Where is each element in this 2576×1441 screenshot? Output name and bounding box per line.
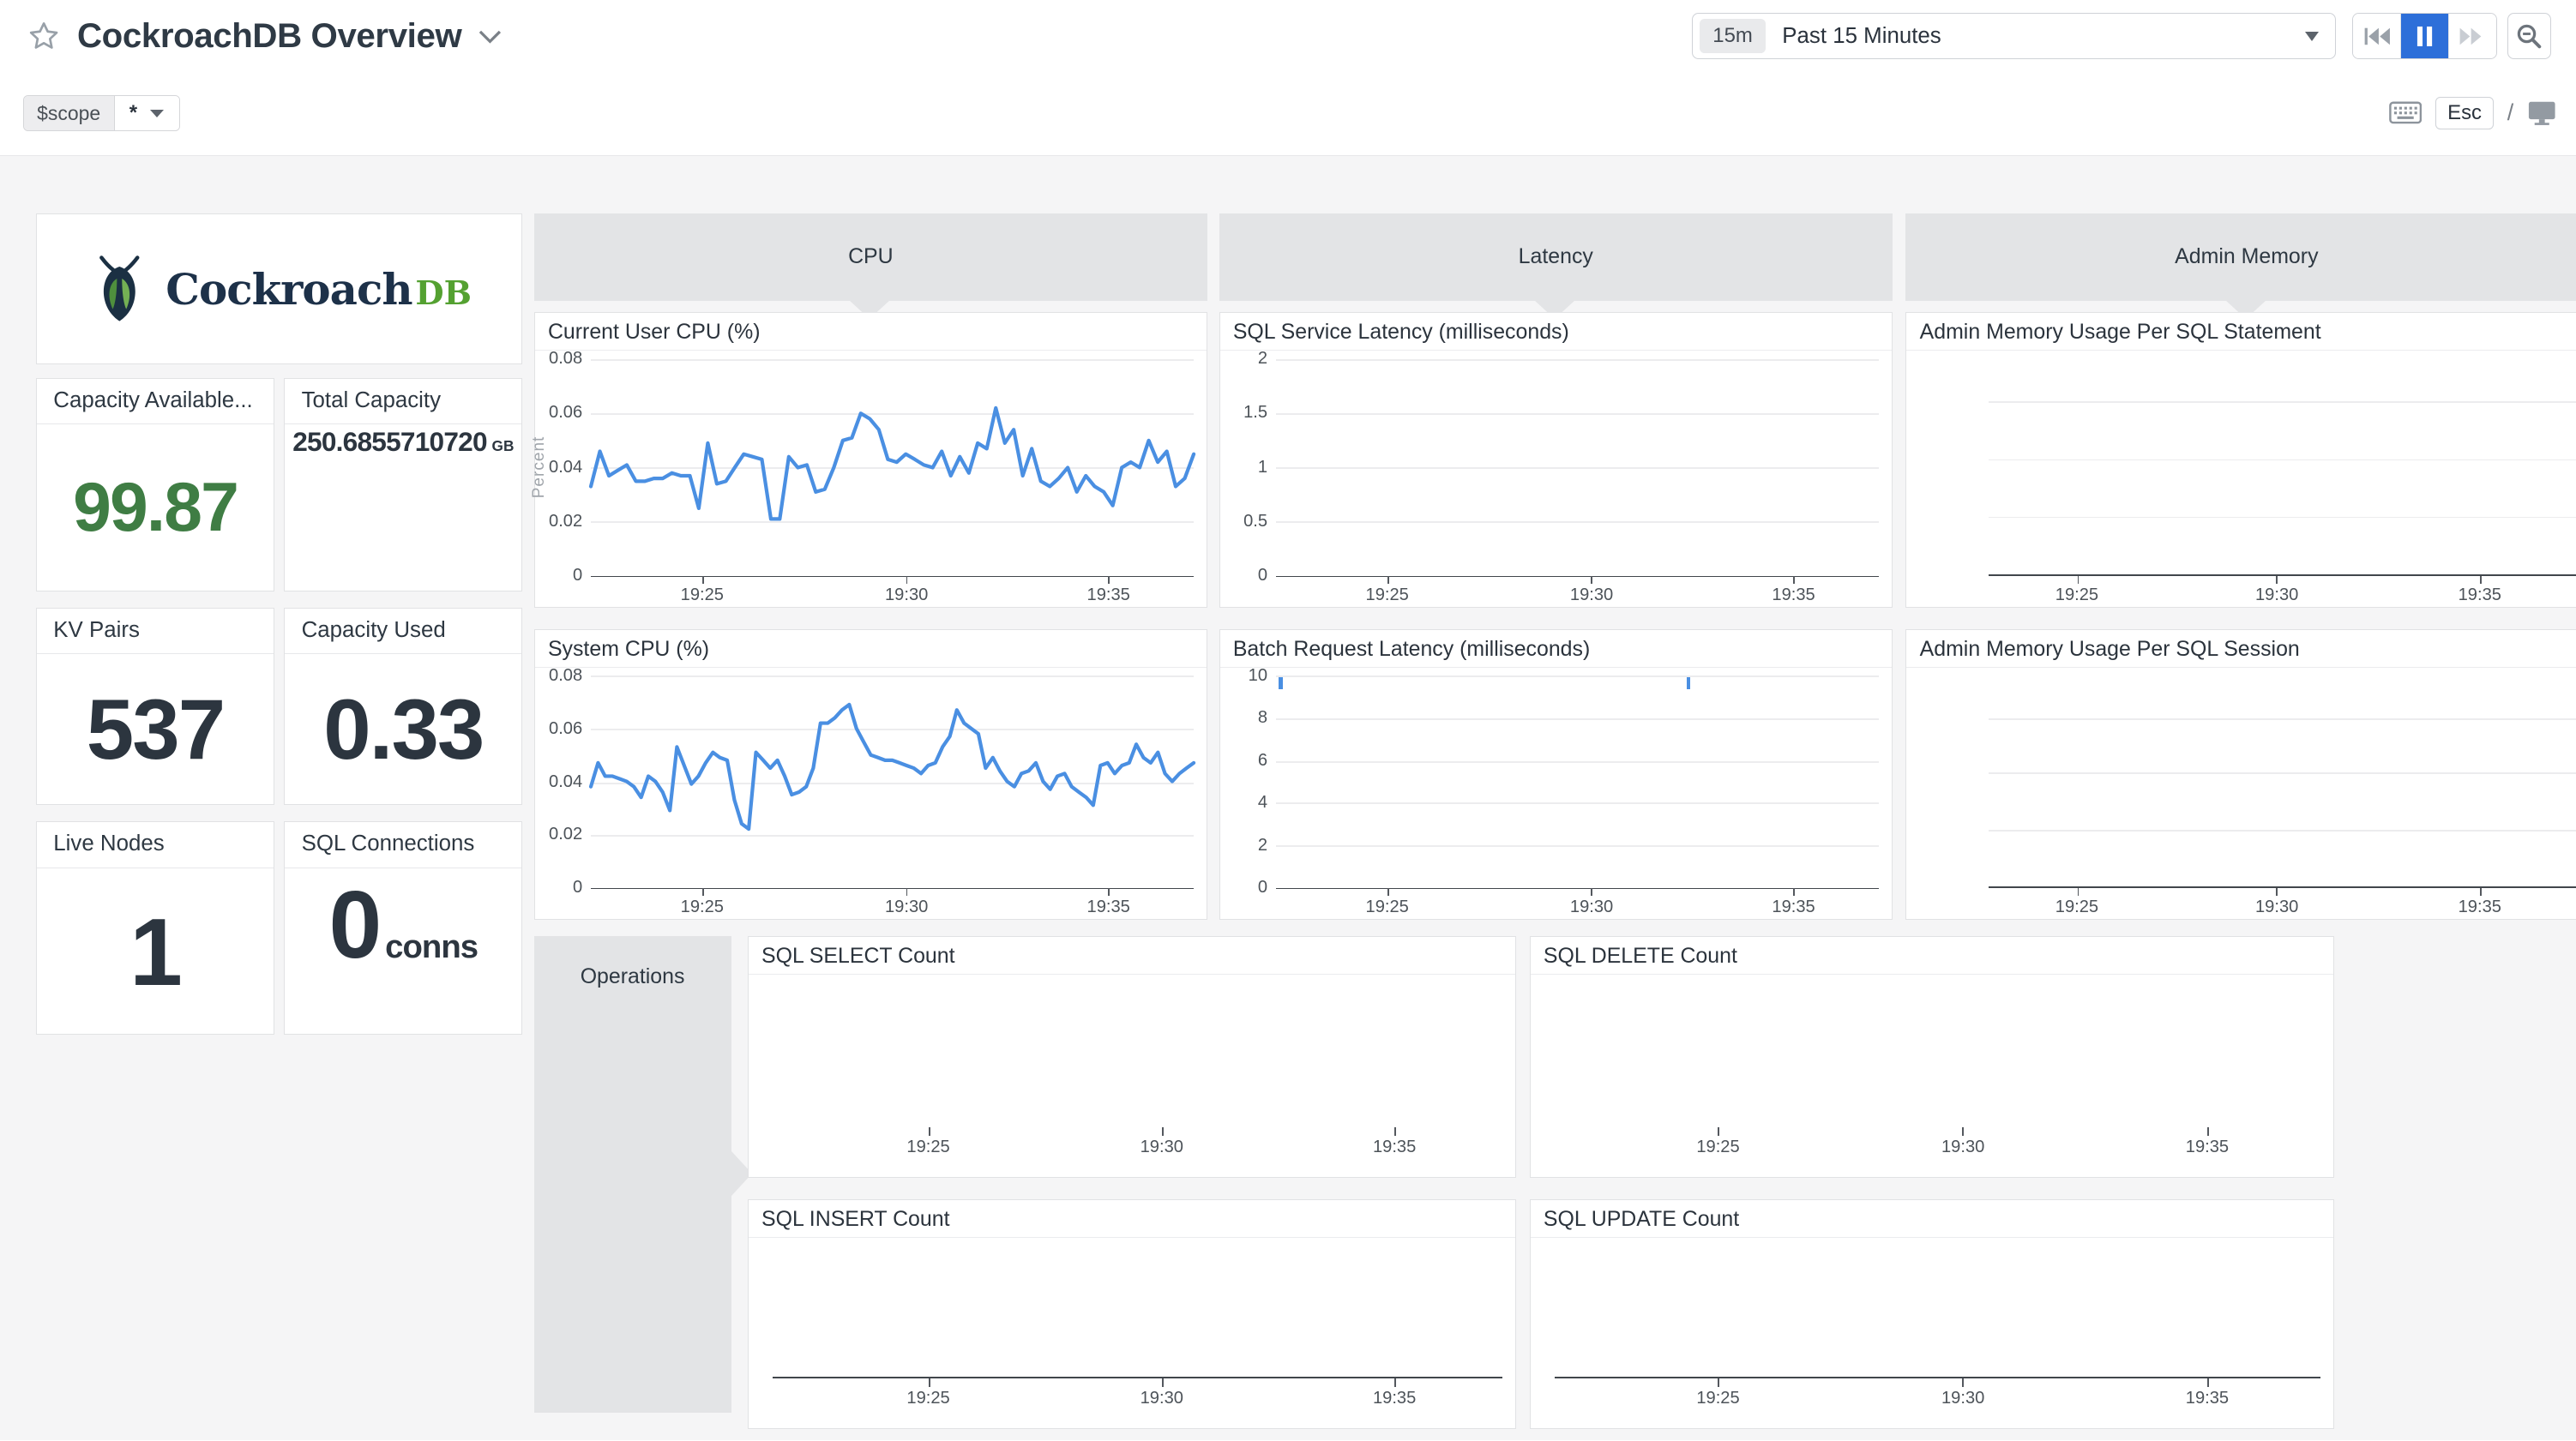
chart-plot[interactable]: 2 1.5 1 0.5 0 19:25 19:30 19:35	[1243, 349, 1879, 604]
logo-wordmark: Cockroach	[166, 263, 412, 315]
chart-plot[interactable]: 0.08 0.06 0.04 0.02 0 19:25 19:30 19:35 Percent	[530, 349, 1195, 604]
chart-title: SQL SELECT Count	[748, 937, 1516, 976]
chart-title: SQL INSERT Count	[748, 1199, 1516, 1238]
time-range-selector[interactable]: 15m Past 15 Minutes	[1692, 13, 2337, 59]
time-range-label: Past 15 Minutes	[1782, 23, 1941, 48]
skip-back-button[interactable]	[2353, 14, 2401, 58]
group-label: Operations	[580, 964, 685, 988]
keyboard-icon	[2389, 101, 2423, 124]
chart-plot[interactable]: 19:25 19:30 19:35	[773, 1246, 1502, 1408]
star-icon[interactable]	[27, 19, 61, 53]
stat-unit: conns	[385, 928, 478, 966]
group-header-admin-memory[interactable]: Admin Memory	[1905, 213, 2576, 319]
cockroach-bug-icon	[99, 255, 140, 321]
stat-value: 0.33	[323, 681, 485, 778]
stat-card-live-nodes: Live Nodes 1	[36, 820, 274, 1035]
chart-title: Batch Request Latency (milliseconds)	[1219, 629, 1892, 668]
shortcut-hints: Esc /	[2389, 97, 2556, 129]
chart-sql-service-latency[interactable]: SQL Service Latency (milliseconds) 2 1.5 1…	[1219, 312, 1893, 608]
stat-label: Capacity Available...	[37, 379, 274, 425]
stat-card-kv-pairs: KV Pairs 537	[36, 607, 274, 805]
chart-title: Admin Memory Usage Per SQL Session	[1906, 629, 2576, 668]
chart-title: SQL Service Latency (milliseconds)	[1219, 313, 1892, 351]
chart-sql-delete-count[interactable]: SQL DELETE Count 19:25 19:30 19:35	[1529, 936, 2335, 1178]
chart-sql-insert-count[interactable]: SQL INSERT Count 19:25 19:30 19:35	[747, 1198, 1517, 1429]
page-title: CockroachDB Overview	[77, 16, 462, 56]
stat-label: SQL Connections	[285, 822, 522, 868]
esc-button[interactable]: Esc	[2435, 97, 2495, 129]
caret-down-icon	[150, 109, 165, 117]
pause-icon	[2417, 26, 2433, 46]
dashboard-content: Cockroach DB Capacity Available... 99.87 …	[0, 156, 2576, 1441]
stat-value: 99.87	[73, 469, 239, 547]
scope-value-dropdown[interactable]: *	[114, 96, 179, 131]
title-row: CockroachDB Overview	[27, 16, 502, 56]
dashboard-header: CockroachDB Overview 15m Past 15 Minutes	[0, 0, 2576, 156]
scope-template-variable[interactable]: $scope *	[22, 95, 180, 132]
chart-plot[interactable]: 19:25 19:30 19:35	[1555, 983, 2320, 1156]
caret-down-icon	[2305, 31, 2320, 41]
stat-value: 0	[328, 871, 382, 979]
cockroachdb-logo-card: Cockroach DB	[36, 213, 523, 365]
chart-system-cpu[interactable]: System CPU (%) 0.08 0.06 0.04 0.02 0 19:25 19:…	[533, 628, 1208, 920]
chart-title: Current User CPU (%)	[534, 313, 1207, 351]
chevron-down-icon[interactable]	[478, 29, 502, 44]
stat-label: Capacity Used	[285, 609, 522, 655]
chart-batch-request-latency[interactable]: Batch Request Latency (milliseconds) 10 8…	[1219, 628, 1893, 920]
logo-db-suffix: DB	[415, 273, 472, 313]
scope-value: *	[129, 101, 138, 125]
stat-label: Total Capacity	[285, 379, 522, 425]
stat-value: 1	[129, 898, 183, 1006]
chart-title: Admin Memory Usage Per SQL Statement	[1906, 313, 2576, 351]
stat-value: 537	[86, 681, 226, 778]
chart-current-user-cpu[interactable]: Current User CPU (%) 0.08 0.06 0.04 0.02 0 19…	[530, 312, 1208, 608]
magnifier-minus-icon	[2517, 24, 2542, 49]
chart-plot[interactable]: 19:25 19:30 19:35	[773, 983, 1502, 1156]
chart-plot[interactable]: 19:25 19:30 19:35	[1555, 1246, 2321, 1408]
skip-forward-icon	[2459, 27, 2482, 45]
chart-title: SQL UPDATE Count	[1530, 1199, 2334, 1238]
chart-plot[interactable]: 19:25 19:30 19:35	[1989, 359, 2576, 604]
stat-value: 250.6855710720	[292, 426, 487, 458]
stat-card-total-capacity: Total Capacity 250.6855710720 GB	[284, 377, 523, 591]
slash-separator: /	[2507, 99, 2514, 126]
fullscreen-monitor-icon[interactable]	[2527, 100, 2556, 127]
playback-controls	[2352, 13, 2498, 59]
stat-card-capacity-available: Capacity Available... 99.87	[36, 377, 274, 591]
pause-button[interactable]	[2400, 14, 2449, 58]
group-header-cpu[interactable]: CPU	[533, 213, 1208, 319]
chart-sql-update-count[interactable]: SQL UPDATE Count 19:25 19:30 19:35	[1529, 1198, 2335, 1429]
chart-sql-select-count[interactable]: SQL SELECT Count 19:25 19:30 19:35	[747, 936, 1517, 1178]
stat-card-sql-connections: SQL Connections 0 conns	[284, 820, 523, 1035]
skip-forward-button[interactable]	[2448, 14, 2497, 58]
stat-label: Live Nodes	[37, 822, 274, 868]
chart-title: SQL DELETE Count	[1530, 937, 2334, 976]
group-header-latency[interactable]: Latency	[1219, 213, 1893, 319]
stat-label: KV Pairs	[37, 609, 274, 655]
zoom-out-button[interactable]	[2507, 13, 2552, 59]
chart-admin-memory-session[interactable]: Admin Memory Usage Per SQL Session 19:25…	[1905, 628, 2576, 920]
stat-unit: GB	[491, 437, 515, 455]
skip-back-icon	[2364, 27, 2390, 45]
time-range-badge: 15m	[1699, 19, 1766, 53]
stat-card-capacity-used: Capacity Used 0.33	[284, 607, 523, 805]
chart-plot[interactable]: 0.08 0.06 0.04 0.02 0 19:25 19:30 19:35	[549, 666, 1195, 916]
scope-label: $scope	[23, 96, 115, 131]
chart-plot[interactable]: 19:25 19:30 19:35	[1989, 675, 2576, 916]
chart-plot[interactable]: 10 8 6 4 2 0 19:25 19:30 19:35	[1249, 666, 1879, 916]
group-header-operations[interactable]: Operations	[533, 936, 753, 1413]
chart-admin-memory-statement[interactable]: Admin Memory Usage Per SQL Statement 19:…	[1905, 312, 2576, 608]
chart-title: System CPU (%)	[534, 629, 1207, 668]
